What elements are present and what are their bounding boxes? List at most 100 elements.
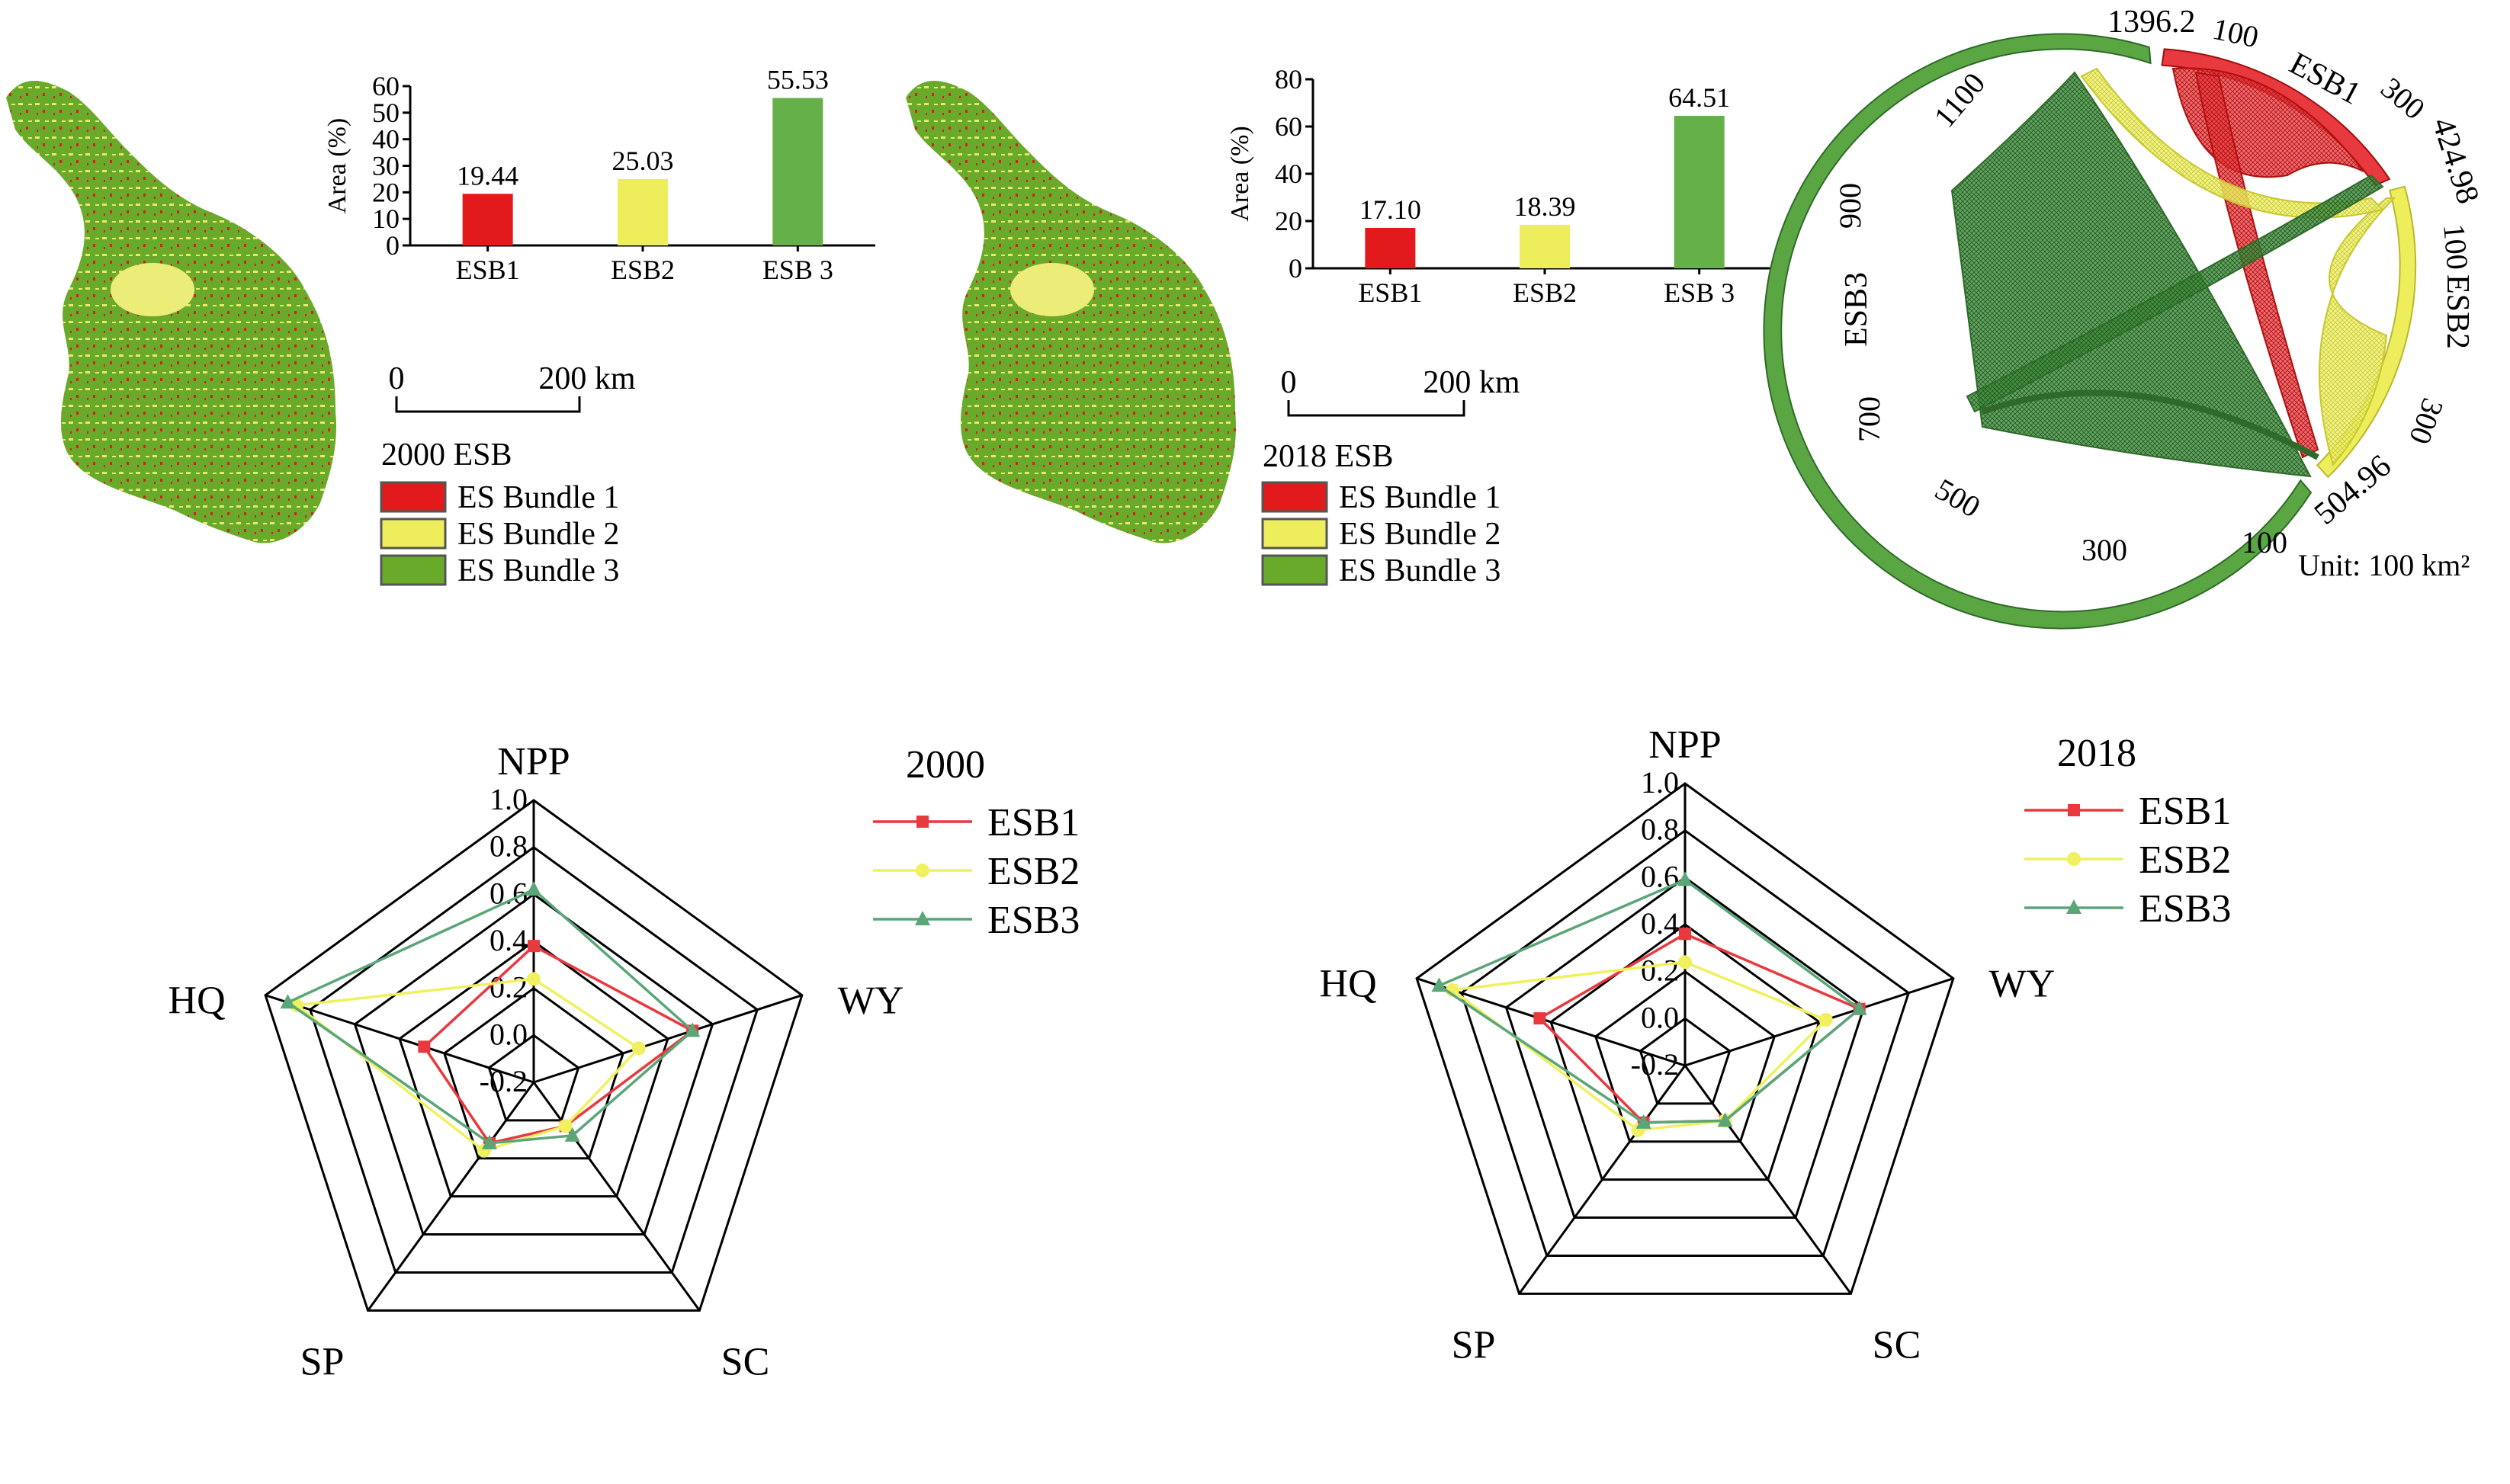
lake-2000 bbox=[111, 263, 194, 316]
map-year-label: 2018 ESB bbox=[1263, 439, 1394, 474]
bar-2 bbox=[618, 178, 668, 245]
chord-diagram: ESB1 424.98 100 300 ESB2 504.96 100 300 … bbox=[1763, 5, 2486, 630]
radar-axis-label: HQ bbox=[1320, 963, 1377, 1006]
radar-axis-label: WY bbox=[1989, 963, 2056, 1006]
radar-grid-ring bbox=[1594, 970, 1777, 1143]
y-tick-label: 40 bbox=[372, 124, 400, 155]
bar-value-label: 55.53 bbox=[767, 65, 829, 95]
scalebar bbox=[395, 396, 581, 413]
chord-tick-esb2-100: 100 bbox=[2437, 223, 2475, 271]
radar-axis-label: NPP bbox=[497, 740, 570, 784]
bar-3 bbox=[1674, 116, 1725, 268]
radar-grid-ring bbox=[398, 940, 669, 1198]
radar-axis-label: NPP bbox=[1648, 723, 1721, 767]
radar-legend-label: ESB3 bbox=[2139, 887, 2231, 931]
radar-grid-ring bbox=[264, 799, 804, 1312]
radar-spoke bbox=[265, 994, 534, 1084]
radar-chart-2018: -0.20.00.20.40.60.81.0NPPWYSCSPHQ2018ESB… bbox=[1320, 723, 2232, 1367]
y-tick-label: 20 bbox=[1275, 206, 1302, 236]
radar-tick-label: 0.2 bbox=[1641, 954, 1679, 988]
bar-value-label: 18.39 bbox=[1514, 191, 1576, 222]
map-panel-2000: 0 200 km 2000 ESB ES Bundle 1 ES Bundle … bbox=[6, 80, 636, 588]
radar-tick-label: 0.6 bbox=[1641, 859, 1679, 893]
radar-spoke bbox=[1518, 1065, 1687, 1295]
legend-label-bundle1: ES Bundle 1 bbox=[457, 480, 619, 515]
radar-axis-label: SC bbox=[721, 1340, 770, 1383]
legend-swatch-bundle3 bbox=[380, 554, 447, 586]
y-tick-label: 10 bbox=[372, 204, 400, 234]
chord-group-label-esb2: ESB2 bbox=[2440, 274, 2475, 349]
radar-point bbox=[564, 1127, 580, 1142]
y-tick-label: 30 bbox=[372, 151, 400, 181]
x-tick-label: ESB2 bbox=[1513, 277, 1577, 308]
radar-axis-label: SP bbox=[300, 1340, 345, 1383]
scalebar-end: 200 km bbox=[1423, 365, 1520, 400]
y-tick-label: 0 bbox=[1289, 253, 1302, 284]
radar-legend-label: ESB3 bbox=[987, 899, 1080, 942]
radar-grid-ring bbox=[1504, 876, 1866, 1220]
legend-swatch-bundle2 bbox=[380, 518, 447, 550]
radar-grid-ring bbox=[1459, 829, 1911, 1257]
radar-grid-ring bbox=[1415, 782, 1955, 1295]
radar-spoke bbox=[533, 994, 803, 1084]
bar-1 bbox=[462, 194, 513, 245]
radar-axis-label: HQ bbox=[169, 979, 226, 1023]
radar-point bbox=[1533, 1012, 1546, 1025]
radar-legend-marker bbox=[2066, 899, 2082, 914]
radar-series-line bbox=[293, 977, 641, 1152]
radar-point bbox=[290, 998, 304, 1013]
x-tick-label: ESB 3 bbox=[1664, 277, 1735, 308]
legend-label-bundle3: ES Bundle 3 bbox=[457, 553, 619, 588]
y-tick-label: 0 bbox=[386, 230, 400, 261]
radar-tick-label: 1.0 bbox=[1641, 765, 1679, 800]
radar-point bbox=[1717, 1112, 1733, 1127]
chord-group-label-esb3: ESB3 bbox=[1839, 272, 1874, 347]
radar-tick-label: 0.0 bbox=[489, 1017, 528, 1051]
radar-grid-ring bbox=[1639, 1017, 1732, 1105]
y-tick-label: 60 bbox=[372, 71, 400, 101]
chord-unit: Unit: 100 km² bbox=[2298, 548, 2470, 582]
bar-value-label: 17.10 bbox=[1359, 194, 1421, 225]
radar-chart-2000: -0.20.00.20.40.60.81.0NPPWYSCSPHQ2000ESB… bbox=[169, 740, 1080, 1383]
radar-tick-label: 0.4 bbox=[489, 923, 528, 957]
radar-axis-label: WY bbox=[838, 979, 904, 1023]
radar-series-line bbox=[1436, 878, 1862, 1124]
radar-spoke bbox=[367, 1082, 535, 1312]
scalebar bbox=[1287, 400, 1465, 417]
radar-tick-label: 0.0 bbox=[1641, 1000, 1679, 1034]
radar-axis-label: SC bbox=[1873, 1323, 1921, 1367]
chord-ribbon-esb2-self bbox=[2319, 197, 2396, 467]
x-tick-label: ESB1 bbox=[1358, 277, 1422, 308]
radar-legend-marker bbox=[916, 816, 929, 828]
y-axis-label: Area (%) bbox=[1226, 126, 1254, 222]
radar-point bbox=[418, 1040, 431, 1053]
radar-point bbox=[1851, 1000, 1867, 1015]
radar-spoke bbox=[1416, 977, 1686, 1067]
radar-point bbox=[1679, 928, 1691, 941]
radar-point bbox=[1635, 1114, 1651, 1129]
radar-legend-title: 2018 bbox=[2057, 732, 2136, 775]
radar-legend-title: 2000 bbox=[906, 743, 985, 787]
chord-tick-esb3-700: 700 bbox=[1852, 396, 1886, 442]
bar-value-label: 64.51 bbox=[1668, 82, 1730, 113]
radar-tick-label: 1.0 bbox=[489, 782, 528, 816]
legend-swatch-bundle3 bbox=[1261, 554, 1328, 586]
chord-tick-esb3-900: 900 bbox=[1833, 183, 1867, 229]
chord-total-esb3: 1396.2 bbox=[2107, 5, 2196, 40]
y-tick-label: 60 bbox=[1275, 111, 1302, 142]
x-tick-label: ESB1 bbox=[456, 255, 520, 285]
radar-legend-label: ESB2 bbox=[2139, 838, 2231, 882]
radar-point bbox=[482, 1134, 498, 1149]
radar-series-line bbox=[1449, 960, 1828, 1132]
radar-point bbox=[527, 972, 541, 986]
chord-ribbon-esb3-esb1 bbox=[1966, 174, 2384, 413]
radar-point bbox=[526, 881, 541, 896]
radar-legend-label: ESB1 bbox=[2139, 790, 2231, 833]
chord-ribbon-esb3-esb2 bbox=[1981, 389, 2319, 460]
radar-legend-marker bbox=[2068, 804, 2080, 816]
legend-swatch-bundle1 bbox=[1261, 481, 1328, 513]
bar-1 bbox=[1365, 227, 1416, 268]
legend-label-bundle1: ES Bundle 1 bbox=[1339, 480, 1501, 515]
bar-value-label: 19.44 bbox=[457, 160, 518, 191]
